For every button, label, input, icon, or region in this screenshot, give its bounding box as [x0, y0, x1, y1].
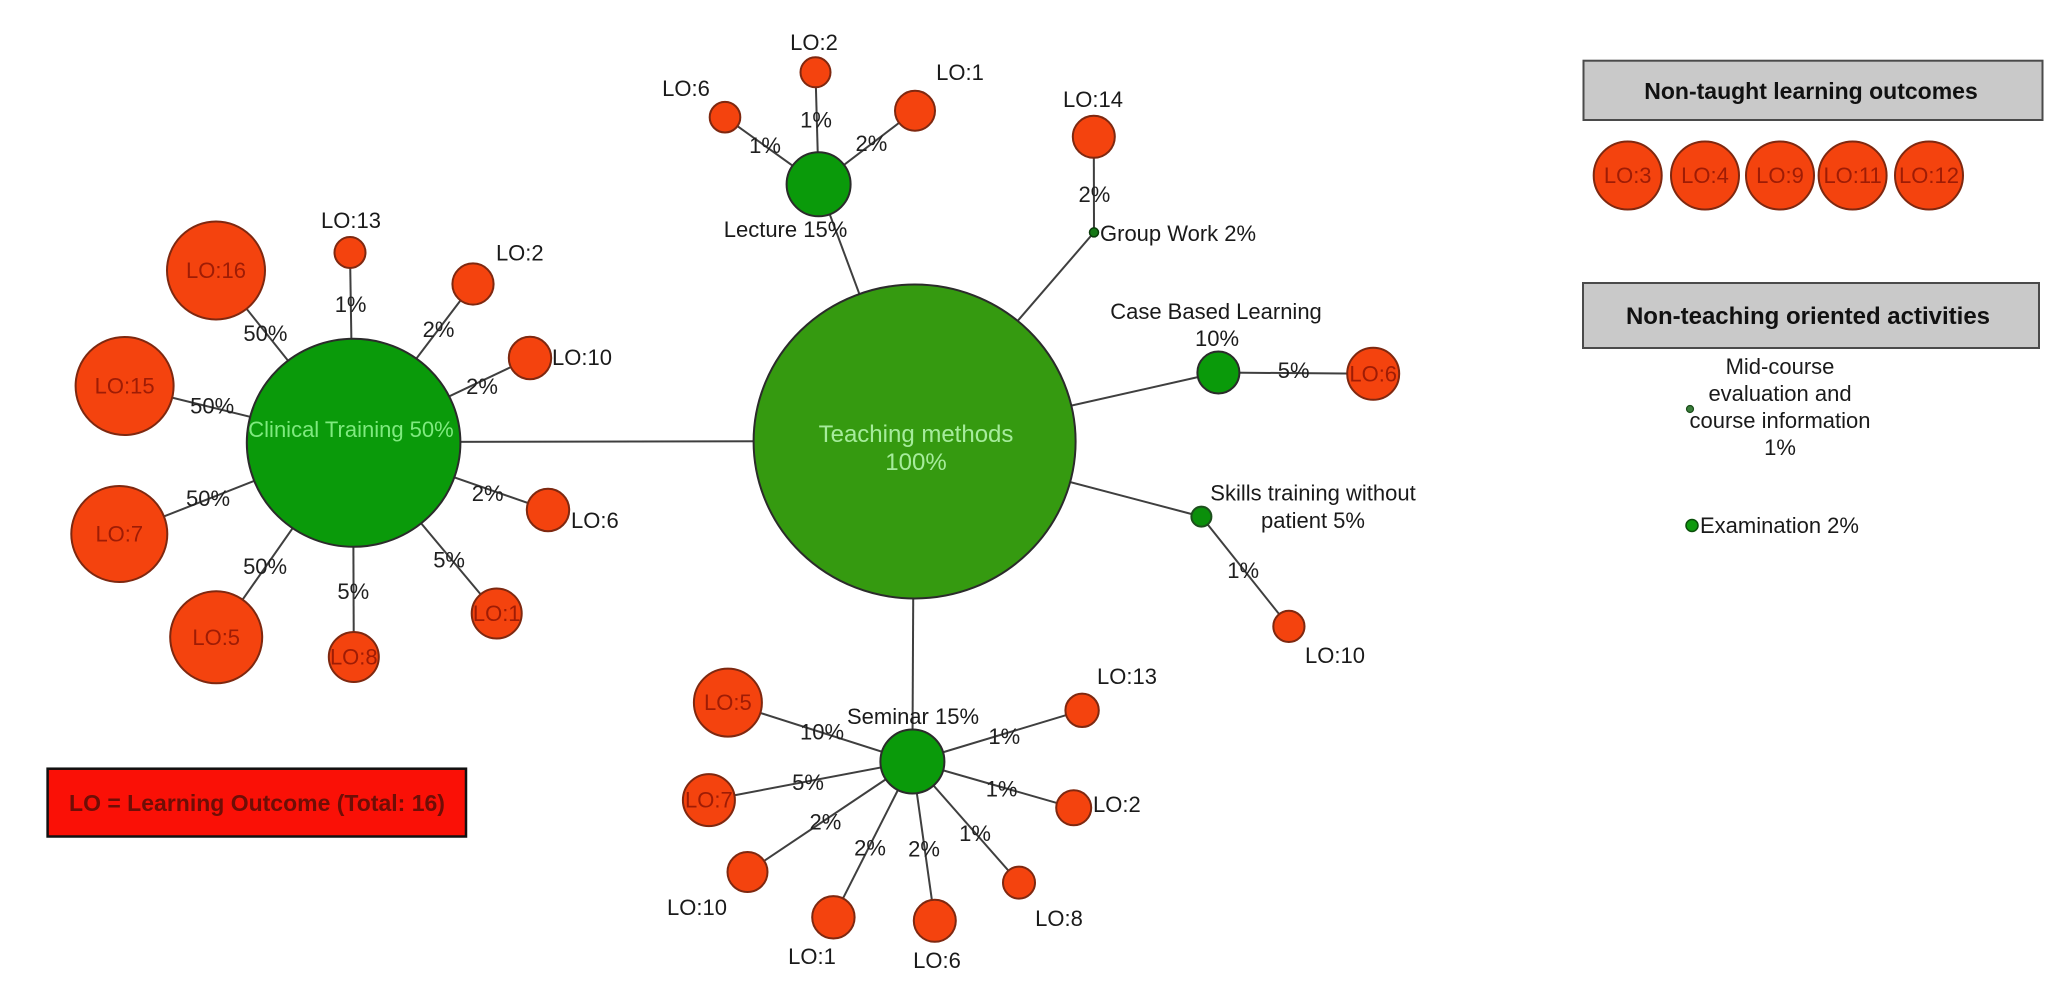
svg-text:10%: 10%	[1195, 326, 1239, 351]
svg-text:1%: 1%	[749, 133, 781, 158]
svg-text:1%: 1%	[1764, 435, 1796, 460]
svg-text:Examination 2%: Examination 2%	[1700, 513, 1859, 538]
svg-text:1%: 1%	[1227, 558, 1259, 583]
svg-text:5%: 5%	[433, 548, 465, 573]
svg-text:LO:8: LO:8	[330, 645, 378, 670]
svg-text:Seminar 15%: Seminar 15%	[847, 704, 979, 729]
svg-text:2%: 2%	[472, 481, 504, 506]
svg-text:LO:10: LO:10	[667, 895, 727, 920]
svg-text:2%: 2%	[856, 131, 888, 156]
svg-text:2%: 2%	[1079, 182, 1111, 207]
svg-text:LO:9: LO:9	[1756, 163, 1804, 188]
svg-text:2%: 2%	[466, 374, 498, 399]
svg-text:patient 5%: patient 5%	[1261, 508, 1365, 533]
svg-text:1%: 1%	[800, 108, 832, 133]
svg-text:LO:5: LO:5	[704, 690, 752, 715]
svg-text:LO:10: LO:10	[552, 345, 612, 370]
svg-text:LO:1: LO:1	[473, 601, 521, 626]
svg-text:Non-teaching oriented activiti: Non-teaching oriented activities	[1626, 303, 1990, 330]
svg-text:5%: 5%	[792, 770, 824, 795]
svg-text:50%: 50%	[243, 554, 287, 579]
svg-text:LO:1: LO:1	[788, 944, 836, 969]
svg-text:LO:4: LO:4	[1681, 163, 1729, 188]
svg-text:LO:13: LO:13	[1097, 664, 1157, 689]
svg-text:2%: 2%	[810, 810, 842, 835]
svg-text:1%: 1%	[335, 292, 367, 317]
svg-text:50%: 50%	[243, 321, 287, 346]
svg-text:Teaching methods: Teaching methods	[819, 421, 1014, 448]
svg-text:100%: 100%	[885, 449, 946, 476]
svg-text:LO:6: LO:6	[662, 76, 710, 101]
svg-text:Non-taught learning outcomes: Non-taught learning outcomes	[1644, 78, 1978, 104]
svg-text:2%: 2%	[854, 836, 886, 861]
svg-text:LO:10: LO:10	[1305, 643, 1365, 668]
svg-text:LO:5: LO:5	[192, 625, 240, 650]
svg-text:1%: 1%	[959, 821, 991, 846]
svg-text:LO:3: LO:3	[1604, 163, 1652, 188]
svg-text:LO:11: LO:11	[1823, 163, 1881, 188]
svg-text:LO:2: LO:2	[496, 240, 544, 265]
svg-text:LO:6: LO:6	[1349, 361, 1397, 386]
svg-text:2%: 2%	[423, 317, 455, 342]
svg-text:Group Work 2%: Group Work 2%	[1100, 221, 1256, 246]
svg-text:LO:16: LO:16	[186, 258, 246, 283]
svg-text:1%: 1%	[986, 777, 1018, 802]
svg-text:Clinical Training 50%: Clinical Training 50%	[248, 417, 453, 442]
svg-text:Lecture 15%: Lecture 15%	[724, 217, 848, 242]
svg-text:LO:7: LO:7	[95, 522, 143, 547]
svg-text:50%: 50%	[186, 486, 230, 511]
svg-text:1%: 1%	[988, 724, 1020, 749]
svg-text:LO:14: LO:14	[1063, 87, 1123, 112]
svg-text:LO:2: LO:2	[790, 30, 838, 55]
svg-text:LO:13: LO:13	[321, 208, 381, 233]
svg-text:50%: 50%	[190, 394, 234, 419]
svg-text:course information: course information	[1690, 408, 1871, 433]
svg-text:LO:6: LO:6	[571, 508, 619, 533]
svg-text:Mid-course: Mid-course	[1726, 354, 1835, 379]
svg-text:LO:1: LO:1	[936, 60, 984, 85]
svg-text:LO:12: LO:12	[1899, 163, 1959, 188]
svg-text:LO:2: LO:2	[1093, 792, 1141, 817]
svg-text:LO:6: LO:6	[913, 948, 961, 973]
svg-text:evaluation and: evaluation and	[1708, 381, 1851, 406]
svg-text:LO:15: LO:15	[95, 374, 155, 399]
svg-text:2%: 2%	[908, 837, 940, 862]
svg-text:10%: 10%	[800, 720, 844, 745]
svg-text:Case Based Learning: Case Based Learning	[1110, 299, 1322, 324]
svg-text:LO = Learning Outcome (Total:: LO = Learning Outcome (Total: 16)	[69, 790, 445, 816]
svg-text:LO:8: LO:8	[1035, 906, 1083, 931]
svg-text:5%: 5%	[337, 579, 369, 604]
svg-text:5%: 5%	[1278, 358, 1310, 383]
svg-text:Skills training without: Skills training without	[1210, 481, 1415, 506]
svg-text:LO:7: LO:7	[685, 788, 733, 813]
